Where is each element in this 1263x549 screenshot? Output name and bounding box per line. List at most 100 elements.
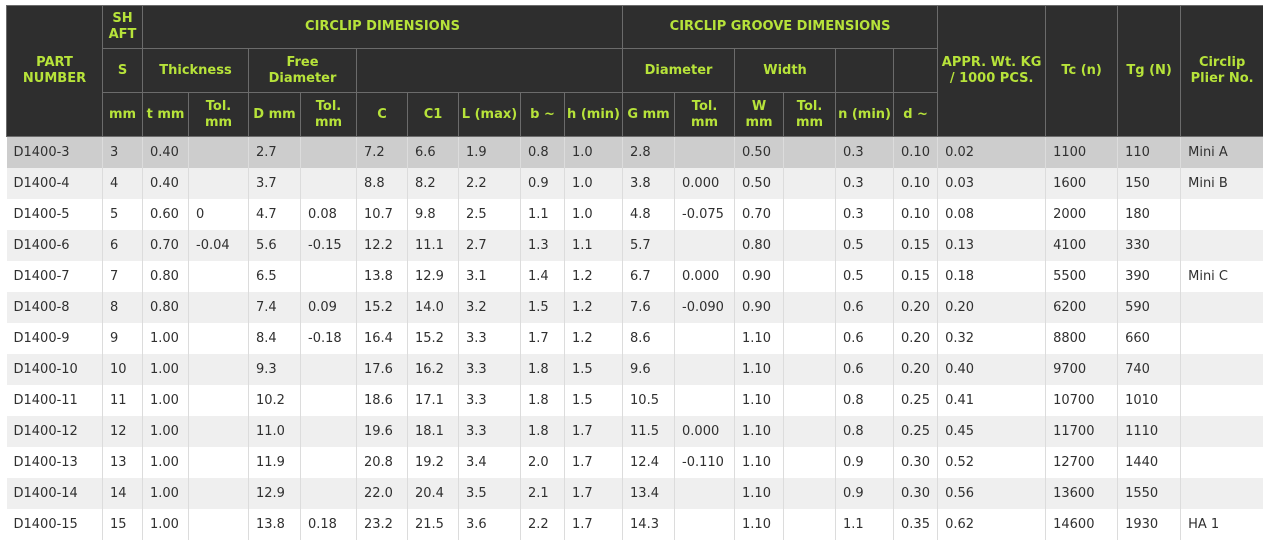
table-cell: 2.2 (458, 168, 521, 199)
table-cell: 3.3 (458, 354, 521, 385)
table-row[interactable]: D1400-11 11 1.00 10.2 18.6 17.1 3.3 1.8 1.5 10.5 1… (6, 385, 1263, 416)
circlip-dimensions-table: PART NUMBER SH AFT CIRCLIP DIMENSIONS CI… (6, 5, 1263, 540)
table-row[interactable]: D1400-8 8 0.80 7.4 0.09 15.2 14.0 3.2 1.5 1.2 7.6-… (6, 292, 1263, 323)
header-n-min: n (min) (835, 92, 895, 137)
table-cell: 1930 (1117, 509, 1182, 540)
table-cell: 0.03 (937, 168, 1047, 199)
table-cell: 1.7 (564, 447, 624, 478)
table-cell: 22.0 (356, 478, 408, 509)
table-cell: 4 (102, 168, 143, 199)
table-cell: 0.90 (734, 292, 785, 323)
table-cell: 5.7 (622, 230, 676, 261)
table-row[interactable]: D1400-10 10 1.00 9.3 17.6 16.2 3.3 1.8 1.5 9.6 1.1… (6, 354, 1263, 385)
table-cell: 14600 (1045, 509, 1119, 540)
header-c1: C1 (407, 92, 459, 137)
table-cell: 0.6 (835, 292, 895, 323)
table-cell: 13.8 (248, 509, 301, 540)
table-cell: 0.32 (937, 323, 1047, 354)
table-cell (1180, 447, 1263, 478)
table-cell: 0.25 (893, 385, 939, 416)
table-cell: 1.9 (458, 136, 521, 168)
table-cell (1180, 354, 1263, 385)
table-cell: 0.3 (835, 168, 895, 199)
table-body: D1400-3 3 0.40 2.7 7.2 6.6 1.9 0.8 1.0 2.8 0.50 0.3… (6, 136, 1263, 540)
table-cell: D1400-4 (6, 168, 103, 199)
table-cell: 6.7 (622, 261, 676, 292)
table-cell: 1.8 (520, 416, 565, 447)
table-row[interactable]: D1400-5 5 0.60 0 4.7 0.08 10.7 9.8 2.5 1.1 1.0 4.8-… (6, 199, 1263, 230)
table-row[interactable]: D1400-12 12 1.00 11.0 19.6 18.1 3.3 1.8 1.7 11.5 0… (6, 416, 1263, 447)
table-cell (1180, 230, 1263, 261)
table-row[interactable]: D1400-15 15 1.00 13.8 0.18 23.2 21.5 3.6 2.2 1.7 1… (6, 509, 1263, 540)
table-cell: 3.3 (458, 416, 521, 447)
table-row[interactable]: D1400-3 3 0.40 2.7 7.2 6.6 1.9 0.8 1.0 2.8 0.50 0.3… (6, 136, 1263, 168)
table-cell (674, 354, 736, 385)
table-cell (188, 261, 249, 292)
table-cell: 1550 (1117, 478, 1182, 509)
table-cell: 11 (102, 385, 143, 416)
table-cell: 1.1 (564, 230, 624, 261)
table-cell: 0.09 (300, 292, 357, 323)
table-cell (188, 416, 249, 447)
table-cell: 0.40 (142, 136, 189, 168)
table-cell: 7.4 (248, 292, 301, 323)
table-cell: 13.8 (356, 261, 408, 292)
header-shaft: SH AFT (102, 5, 143, 49)
table-cell: D1400-8 (6, 292, 103, 323)
table-cell (1180, 478, 1263, 509)
table-cell: 12.9 (407, 261, 459, 292)
table-cell: 10.5 (622, 385, 676, 416)
table-cell (300, 385, 357, 416)
table-cell: 0.20 (893, 292, 939, 323)
table-cell: 0.41 (937, 385, 1047, 416)
table-cell: 3.3 (458, 323, 521, 354)
table-cell: 0 (188, 199, 249, 230)
table-row[interactable]: D1400-9 9 1.00 8.4 -0.18 16.4 15.2 3.3 1.7 1.2 8.6… (6, 323, 1263, 354)
table-row[interactable]: D1400-4 4 0.40 3.7 8.8 8.2 2.2 0.9 1.0 3.8 0.000 0.… (6, 168, 1263, 199)
table-row[interactable]: D1400-7 7 0.80 6.5 13.8 12.9 3.1 1.4 1.2 6.7 0.000… (6, 261, 1263, 292)
header-t-mm: t mm (142, 92, 189, 137)
table-cell: Mini B (1180, 168, 1263, 199)
table-cell: 1.00 (142, 416, 189, 447)
table-cell: 1.2 (564, 261, 624, 292)
table-cell: 0.08 (937, 199, 1047, 230)
table-cell: 0.70 (142, 230, 189, 261)
header-tol-diameter: Tol. mm (674, 92, 736, 137)
table-cell: 20.8 (356, 447, 408, 478)
table-cell: 0.50 (734, 136, 785, 168)
table-cell: 1.5 (564, 385, 624, 416)
table-cell: 1.10 (734, 509, 785, 540)
table-cell: 10.7 (356, 199, 408, 230)
table-cell: 11.5 (622, 416, 676, 447)
table-cell: 1.00 (142, 447, 189, 478)
table-cell: 0.6 (835, 323, 895, 354)
table-row[interactable]: D1400-6 6 0.70 -0.04 5.6 -0.15 12.2 11.1 2.7 1.3 1… (6, 230, 1263, 261)
header-tc: Tc (n) (1045, 5, 1119, 137)
table-cell: 1.0 (564, 168, 624, 199)
table-cell: 0.08 (300, 199, 357, 230)
table-cell: 7.2 (356, 136, 408, 168)
table-cell: 0.9 (835, 447, 895, 478)
table-cell: 8.8 (356, 168, 408, 199)
table-cell: 9.8 (407, 199, 459, 230)
header-thickness: Thickness (142, 48, 249, 93)
table-cell: 8.2 (407, 168, 459, 199)
table-row[interactable]: D1400-13 13 1.00 11.9 20.8 19.2 3.4 2.0 1.7 12.4-… (6, 447, 1263, 478)
header-h-min: h (min) (563, 92, 624, 137)
header-b: b ~ (520, 92, 565, 137)
table-cell (1180, 416, 1263, 447)
table-cell (300, 478, 357, 509)
table-row[interactable]: D1400-14 14 1.00 12.9 22.0 20.4 3.5 2.1 1.7 13.4 1… (6, 478, 1263, 509)
table-cell: 9.3 (248, 354, 301, 385)
header-tol-thickness: Tol. mm (188, 92, 249, 137)
header-w-mm: W mm (734, 92, 785, 137)
table-cell: -0.110 (674, 447, 736, 478)
table-cell: 8.4 (248, 323, 301, 354)
table-cell (783, 292, 837, 323)
table-cell: 0.10 (893, 199, 939, 230)
table-cell: 740 (1117, 354, 1182, 385)
table-cell: 2.5 (458, 199, 521, 230)
table-cell: 590 (1117, 292, 1182, 323)
table-cell: 1440 (1117, 447, 1182, 478)
header-d-approx: d ~ (893, 92, 939, 137)
